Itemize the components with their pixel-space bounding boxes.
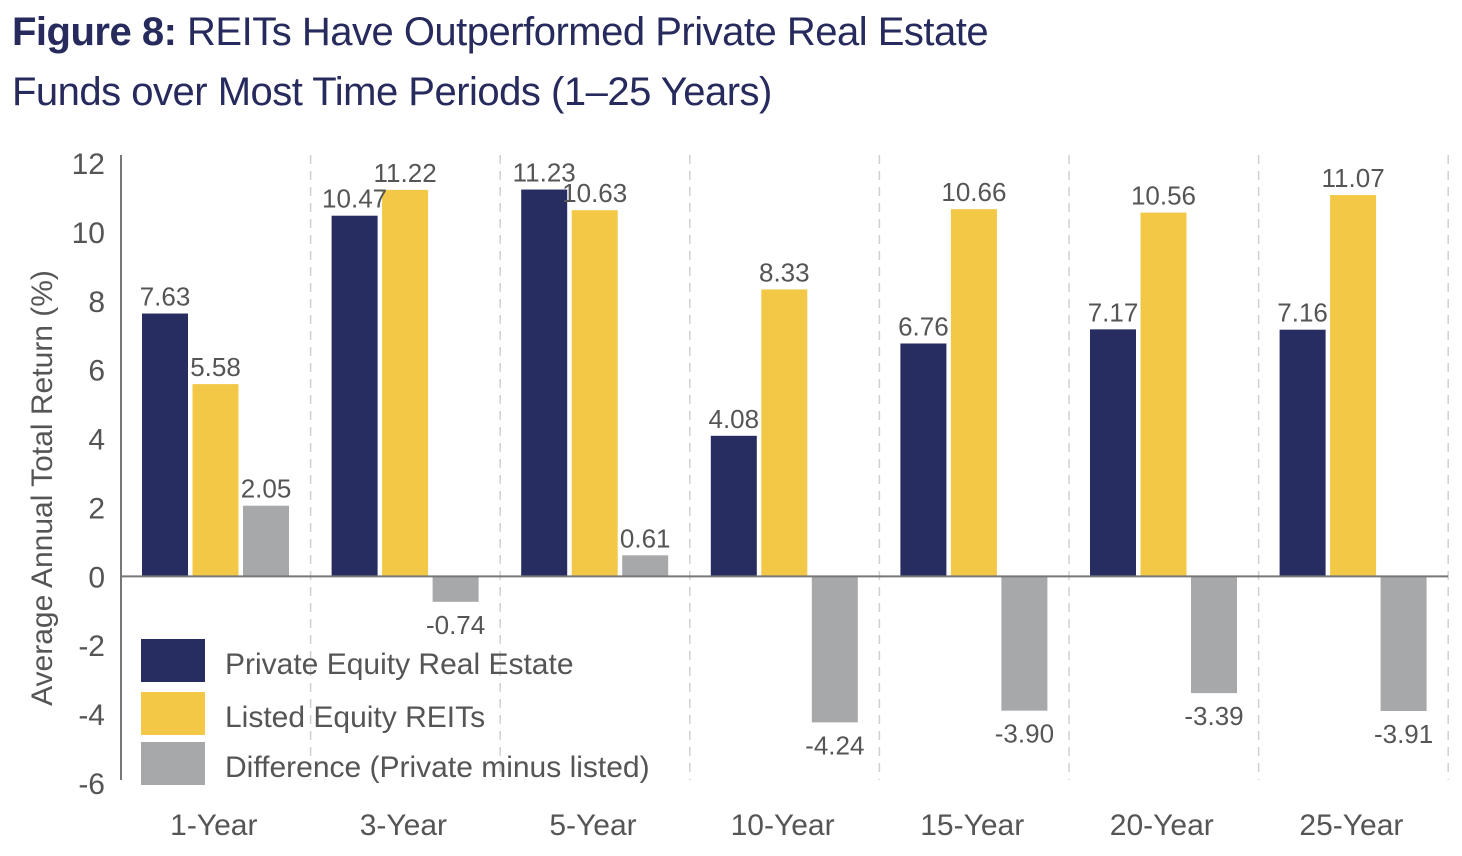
bar-private-15-year [900,343,947,577]
category-label: 1-Year [170,809,257,842]
bar-private-1-year [142,313,188,577]
bar-difference-3-year [432,576,479,602]
legend-label: Private Equity Real Estate [225,648,574,681]
data-label: 10.63 [562,178,627,208]
y-tick-label: 10 [72,217,105,250]
bar-listed-5-year [571,210,618,577]
y-tick-label: 2 [88,492,105,525]
bar-difference-5-year [622,555,669,577]
data-label: 11.07 [1322,163,1385,193]
data-label: -3.90 [995,719,1054,749]
axes [120,155,1448,780]
bar-private-20-year [1090,329,1136,577]
category-label: 15-Year [920,809,1024,842]
bar-difference-10-year [811,576,858,723]
y-tick-label: 4 [88,424,105,457]
y-tick-label: 6 [88,355,105,388]
bar-listed-3-year [382,189,429,577]
bar-listed-15-year [950,209,997,577]
category-label: 25-Year [1299,809,1403,842]
bar-private-3-year [331,215,378,577]
data-label: 11.23 [513,158,576,188]
y-tick-label: 12 [72,148,105,181]
bar-private-10-year [710,435,757,577]
bar-difference-20-year [1191,576,1237,694]
y-tick-label: 0 [88,561,105,594]
y-tick-label: 8 [88,286,105,319]
y-axis-title: Average Annual Total Return (%) [26,270,59,706]
bar-listed-25-year [1330,195,1377,577]
figure-title: Figure 8: REITs Have Outperformed Privat… [12,2,1112,122]
data-label: 2.05 [241,474,292,504]
bar-private-25-year [1279,329,1326,577]
legend: Private Equity Real Estate Listed Equity … [141,639,650,785]
category-label: 3-Year [360,809,447,842]
title-line-1: REITs Have Outperformed Private Real Est… [187,10,989,54]
bar-difference-15-year [1001,576,1048,711]
data-label: 7.16 [1277,298,1328,328]
legend-swatch-private [141,639,205,682]
category-label: 10-Year [731,809,835,842]
data-label: 5.58 [190,352,241,382]
data-label: 10.47 [322,184,387,214]
legend-swatch-listed [141,692,205,735]
data-label: 7.63 [140,282,191,312]
data-label: 6.76 [898,311,949,341]
bar-listed-10-year [761,289,808,577]
y-tick-label: -4 [78,699,105,732]
category-labels: 1-Year 3-Year 5-Year 10-Year 15-Year 20-Year 2… [170,809,1403,842]
data-label: 8.33 [759,257,810,287]
data-label: 10.56 [1131,181,1196,211]
y-tick-labels: 12 10 8 6 4 2 0 -2 -4 -6 [72,148,105,801]
legend-label: Listed Equity REITs [225,701,485,734]
bar-difference-1-year [243,505,289,577]
category-label: 20-Year [1110,809,1214,842]
data-label: 10.66 [941,177,1006,207]
bar-listed-20-year [1140,212,1187,577]
data-label: 4.08 [708,404,759,434]
gridlines [309,155,1449,780]
data-label: 0.61 [620,523,671,553]
data-label: -3.91 [1374,719,1433,749]
y-tick-label: -2 [78,630,105,663]
y-tick-label: -6 [78,768,105,801]
legend-label: Difference (Private minus listed) [225,751,650,784]
data-label: -0.74 [426,610,485,640]
bar-difference-25-year [1380,576,1427,712]
category-label: 5-Year [549,809,636,842]
title-line-2: Funds over Most Time Periods (1–25 Years… [12,70,772,114]
bar-listed-1-year [192,384,239,577]
data-label: 11.22 [374,158,437,188]
figure-label: Figure 8: [12,10,177,54]
legend-swatch-difference [141,742,205,785]
data-label: -3.39 [1184,701,1243,731]
data-label: -4.24 [805,730,864,760]
bars [142,189,1427,723]
bar-private-5-year [521,189,568,577]
data-labels: 7.63 10.47 11.23 4.08 6.76 7.17 7.16 5.58 11.22 1… [140,158,1434,761]
data-label: 7.17 [1088,297,1139,327]
